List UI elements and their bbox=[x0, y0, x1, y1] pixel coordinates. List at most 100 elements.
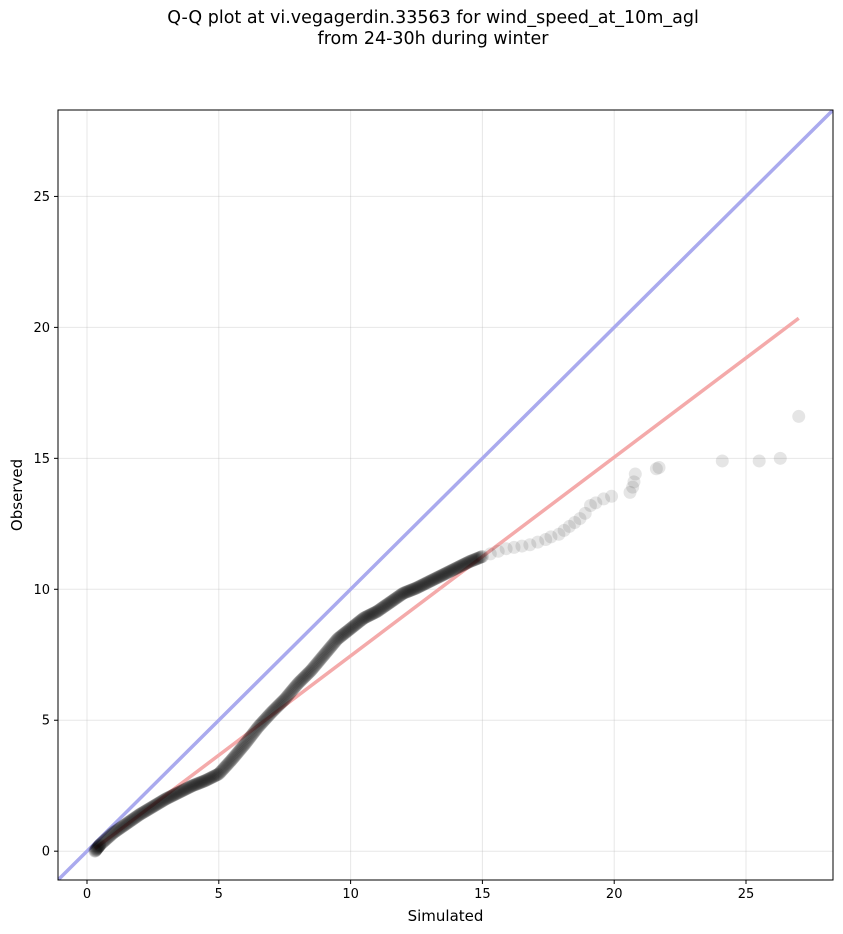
qq-point bbox=[298, 669, 312, 683]
qq-point bbox=[467, 553, 481, 567]
x-tick-label: 5 bbox=[215, 887, 223, 902]
qq-point bbox=[156, 793, 170, 807]
qq-point bbox=[290, 678, 304, 692]
qq-point bbox=[465, 554, 479, 568]
qq-point bbox=[460, 556, 474, 570]
qq-point bbox=[222, 756, 236, 770]
scatter-points bbox=[88, 409, 806, 858]
qq-point bbox=[289, 679, 303, 693]
qq-point bbox=[378, 599, 392, 613]
qq-point bbox=[409, 581, 423, 595]
qq-point bbox=[386, 593, 400, 607]
qq-point bbox=[195, 775, 209, 789]
qq-point bbox=[288, 680, 302, 694]
qq-point bbox=[499, 542, 513, 556]
qq-point bbox=[507, 540, 521, 554]
qq-point bbox=[286, 682, 300, 696]
qq-point bbox=[100, 832, 114, 846]
reference-lines bbox=[58, 110, 833, 880]
qq-point bbox=[421, 575, 435, 589]
qq-point bbox=[251, 720, 265, 734]
qq-point bbox=[396, 586, 410, 600]
qq-point bbox=[387, 593, 401, 607]
qq-point bbox=[341, 624, 355, 638]
qq-point bbox=[353, 614, 367, 628]
qq-point bbox=[444, 564, 458, 578]
qq-point bbox=[122, 815, 136, 829]
qq-point bbox=[249, 722, 263, 736]
qq-point bbox=[416, 578, 430, 592]
qq-point bbox=[138, 804, 152, 818]
qq-point bbox=[136, 806, 150, 820]
qq-point bbox=[523, 538, 537, 552]
qq-point bbox=[346, 619, 360, 633]
qq-point bbox=[309, 658, 323, 672]
qq-point bbox=[308, 659, 322, 673]
qq-point bbox=[457, 558, 471, 572]
qq-point bbox=[385, 594, 399, 608]
qq-point bbox=[459, 556, 473, 570]
qq-point bbox=[401, 584, 415, 598]
qq-point bbox=[169, 787, 183, 801]
qq-point bbox=[330, 632, 344, 646]
qq-point bbox=[89, 843, 103, 857]
qq-point bbox=[453, 559, 467, 573]
qq-point bbox=[393, 589, 407, 603]
qq-point bbox=[436, 568, 450, 582]
qq-point bbox=[99, 833, 113, 847]
qq-point bbox=[366, 606, 380, 620]
qq-point bbox=[281, 688, 295, 702]
qq-point bbox=[265, 705, 279, 719]
qq-point bbox=[544, 530, 558, 544]
qq-point bbox=[244, 730, 258, 744]
qq-point bbox=[146, 800, 160, 814]
qq-point bbox=[114, 821, 128, 835]
qq-point bbox=[91, 840, 105, 854]
qq-point bbox=[261, 709, 275, 723]
qq-point bbox=[429, 571, 443, 585]
qq-point bbox=[306, 661, 320, 675]
qq-point bbox=[397, 586, 411, 600]
qq-point bbox=[443, 564, 457, 578]
qq-point bbox=[652, 461, 666, 474]
qq-point bbox=[362, 608, 376, 622]
qq-point bbox=[240, 734, 254, 748]
qq-point bbox=[394, 588, 408, 602]
qq-point bbox=[228, 749, 242, 763]
qq-point bbox=[120, 817, 134, 831]
chart-title: Q-Q plot at vi.vegagerdin.33563 for wind… bbox=[0, 8, 843, 50]
qq-point bbox=[449, 561, 463, 575]
qq-point bbox=[246, 727, 260, 741]
qq-point bbox=[167, 788, 181, 802]
qq-point bbox=[562, 519, 576, 533]
qq-point bbox=[313, 653, 327, 667]
qq-point bbox=[110, 823, 124, 837]
qq-point bbox=[491, 544, 505, 558]
qq-point bbox=[445, 563, 459, 577]
qq-point bbox=[369, 605, 383, 619]
qq-point bbox=[405, 583, 419, 597]
qq-point bbox=[292, 676, 306, 690]
qq-point bbox=[301, 666, 315, 680]
y-tick-label: 0 bbox=[42, 845, 50, 860]
qq-point bbox=[442, 565, 456, 579]
qq-point bbox=[392, 589, 406, 603]
qq-point bbox=[257, 714, 271, 728]
qq-point bbox=[214, 765, 228, 779]
qq-point bbox=[201, 772, 215, 786]
qq-point bbox=[472, 551, 486, 565]
qq-point bbox=[262, 708, 276, 722]
qq-point bbox=[425, 573, 439, 587]
qq-point bbox=[303, 664, 317, 678]
qq-point bbox=[427, 572, 441, 586]
qq-point bbox=[305, 662, 319, 676]
qq-point bbox=[221, 757, 235, 771]
qq-point bbox=[157, 793, 171, 807]
qq-point bbox=[266, 704, 280, 718]
qq-point bbox=[179, 782, 193, 796]
qq-point bbox=[435, 568, 449, 582]
qq-point bbox=[469, 552, 483, 566]
qq-point bbox=[428, 572, 442, 586]
y-tick-label: 5 bbox=[42, 714, 50, 729]
qq-point bbox=[230, 747, 244, 761]
